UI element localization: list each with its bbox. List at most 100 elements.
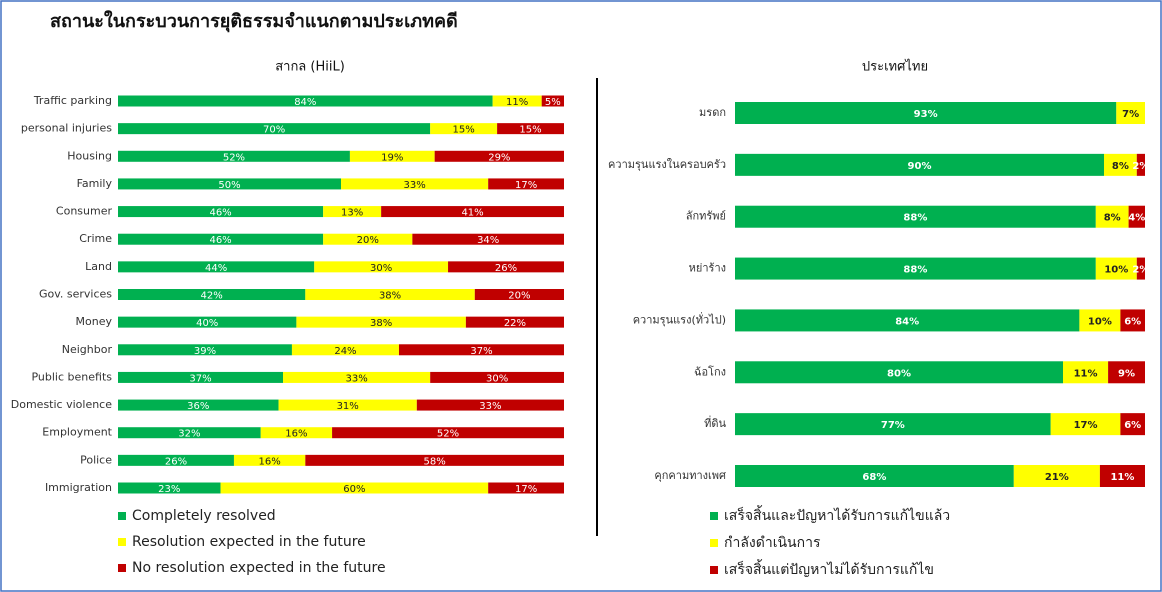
value-label: 46% xyxy=(209,235,231,246)
category-label: ที่ดิน xyxy=(704,415,726,430)
category-label: personal injuries xyxy=(21,122,112,135)
value-label: 21% xyxy=(1045,472,1069,483)
value-label: 32% xyxy=(178,429,200,440)
category-label: หย่าร้าง xyxy=(689,262,726,275)
bar-segment xyxy=(220,482,489,494)
bar-segment xyxy=(735,361,1063,384)
value-label: 38% xyxy=(370,318,392,329)
value-label: 2% xyxy=(1132,265,1149,276)
legend-label: Resolution expected in the future xyxy=(132,534,366,550)
value-label: 5% xyxy=(545,97,561,108)
bar-segment xyxy=(1013,465,1100,487)
bar-segment xyxy=(118,233,324,245)
value-label: 29% xyxy=(488,152,510,163)
value-label: 20% xyxy=(508,291,530,302)
bar-segment xyxy=(341,178,489,190)
value-label: 20% xyxy=(357,235,379,246)
bar-segment xyxy=(412,233,564,245)
bar-segment xyxy=(118,95,493,107)
value-label: 31% xyxy=(337,401,359,412)
bar-segment xyxy=(1079,309,1121,332)
bar-segment xyxy=(278,399,417,411)
bar-segment xyxy=(1099,465,1145,487)
bar-segment xyxy=(323,206,382,218)
bar-segment xyxy=(118,289,306,300)
value-label: 17% xyxy=(515,484,537,495)
value-label: 46% xyxy=(209,208,231,219)
value-label: 15% xyxy=(453,125,475,136)
legend-swatch xyxy=(710,566,718,574)
bar-segment xyxy=(1116,102,1145,124)
category-label: Employment xyxy=(42,426,112,439)
bar-segment xyxy=(118,261,315,273)
value-label: 6% xyxy=(1124,316,1141,327)
value-label: 33% xyxy=(345,373,367,384)
legend-label: เสร็จสิ้นแต่ปัญหาไม่ได้รับการแก้ไข xyxy=(724,559,934,578)
value-label: 33% xyxy=(403,180,425,191)
value-label: 39% xyxy=(194,346,216,357)
bar-segment xyxy=(434,150,564,162)
bar-segment xyxy=(323,233,413,245)
bar-segment xyxy=(118,399,279,411)
bar-segment xyxy=(314,261,449,273)
legend-swatch xyxy=(118,538,126,546)
bar-segment xyxy=(1104,153,1137,176)
value-label: 84% xyxy=(895,316,919,327)
legend-swatch xyxy=(710,512,718,520)
legend-label: เสร็จสิ้นและปัญหาได้รับการแก้ไขแล้ว xyxy=(724,505,950,524)
bar-segment xyxy=(474,289,564,300)
value-label: 26% xyxy=(495,263,517,274)
bar-segment xyxy=(735,413,1051,436)
value-label: 77% xyxy=(881,420,905,431)
bar-segment xyxy=(735,153,1104,176)
bar-segment xyxy=(118,123,431,135)
value-label: 6% xyxy=(1124,420,1141,431)
bar-segment xyxy=(416,399,564,411)
value-label: 8% xyxy=(1112,161,1129,172)
chart-title: สากล (HiiL) xyxy=(275,60,345,75)
value-label: 58% xyxy=(424,456,446,467)
bar-segment xyxy=(118,316,297,328)
bar-segment xyxy=(1128,205,1145,228)
value-label: 16% xyxy=(285,429,307,440)
value-label: 7% xyxy=(1122,109,1139,120)
value-label: 30% xyxy=(486,373,508,384)
bar-segment xyxy=(465,316,564,328)
page-title: สถานะในกระบวนการยุติธรรมจำแนกตามประเภทคด… xyxy=(50,10,458,33)
value-label: 33% xyxy=(479,401,501,412)
value-label: 70% xyxy=(263,125,285,136)
value-label: 23% xyxy=(158,484,180,495)
category-label: Traffic parking xyxy=(33,94,112,107)
value-label: 80% xyxy=(887,368,911,379)
category-label: Consumer xyxy=(56,205,113,218)
legend-label: No resolution expected in the future xyxy=(132,560,386,576)
category-label: ลักทรัพย์ xyxy=(686,210,726,223)
category-label: Domestic violence xyxy=(11,398,112,411)
bar-segment xyxy=(541,95,564,107)
value-label: 44% xyxy=(205,263,227,274)
value-label: 17% xyxy=(515,180,537,191)
value-label: 88% xyxy=(903,213,927,224)
category-label: Crime xyxy=(79,232,112,245)
bar-segment xyxy=(735,465,1014,487)
category-label: มรดก xyxy=(699,106,726,119)
value-label: 11% xyxy=(1110,472,1134,483)
category-label: Housing xyxy=(67,149,112,162)
value-label: 22% xyxy=(504,318,526,329)
bar-segment xyxy=(488,178,564,190)
bar-segment xyxy=(735,257,1096,280)
value-label: 26% xyxy=(165,456,187,467)
value-label: 2% xyxy=(1132,161,1149,172)
bar-segment xyxy=(1095,257,1137,280)
bar-segment xyxy=(233,454,306,466)
bar-segment xyxy=(283,371,431,383)
category-label: Police xyxy=(80,453,112,466)
value-label: 37% xyxy=(189,373,211,384)
value-label: 42% xyxy=(201,291,223,302)
value-label: 93% xyxy=(914,109,938,120)
value-label: 15% xyxy=(519,125,541,136)
value-label: 52% xyxy=(437,429,459,440)
value-label: 13% xyxy=(341,208,363,219)
bar-segment xyxy=(1120,413,1145,436)
bar-segment xyxy=(1063,361,1109,384)
